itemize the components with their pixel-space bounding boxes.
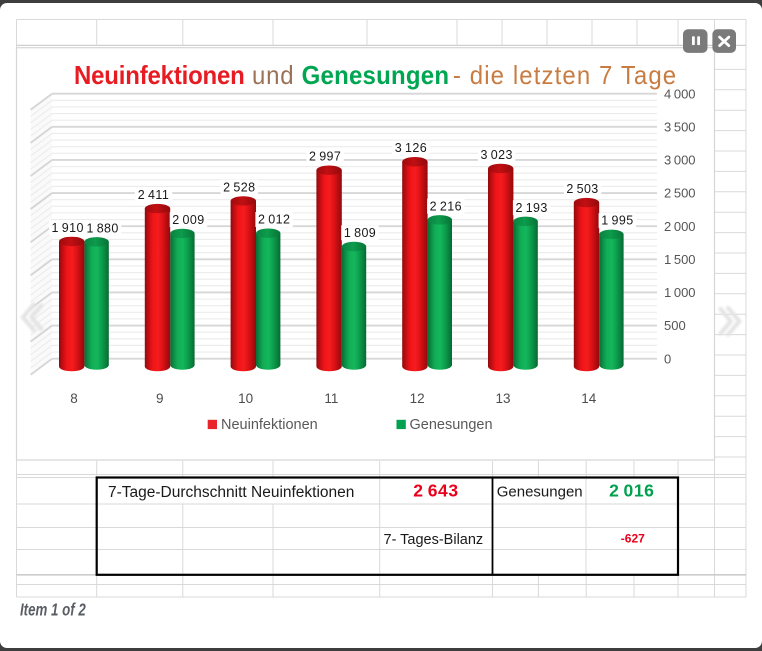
- svg-text:14: 14: [581, 391, 597, 406]
- svg-text:3 126: 3 126: [395, 141, 427, 155]
- svg-text:2 643: 2 643: [413, 481, 458, 501]
- svg-text:1 000: 1 000: [664, 285, 696, 300]
- svg-text:500: 500: [664, 318, 686, 333]
- svg-text:Neuinfektionen und Genesungen-: Neuinfektionen und Genesungen - die letzt…: [74, 61, 677, 90]
- svg-text:2 500: 2 500: [664, 186, 696, 201]
- svg-text:1 500: 1 500: [664, 252, 696, 267]
- svg-text:Genesungen: Genesungen: [497, 484, 583, 501]
- svg-text:7- Tages-Bilanz: 7- Tages-Bilanz: [384, 532, 484, 548]
- svg-text:0: 0: [664, 351, 671, 366]
- svg-text:Item 1 of 2: Item 1 of 2: [20, 601, 86, 620]
- svg-text:3 000: 3 000: [664, 153, 696, 168]
- svg-text:2 503: 2 503: [566, 182, 598, 196]
- svg-text:8: 8: [70, 391, 78, 406]
- svg-text:7-Tage-Durchschnitt Neuinfekti: 7-Tage-Durchschnitt Neuinfektionen: [108, 484, 354, 501]
- svg-text:3 023: 3 023: [481, 148, 513, 162]
- svg-text:13: 13: [495, 391, 510, 406]
- svg-text:2 009: 2 009: [172, 213, 204, 227]
- svg-text:2 016: 2 016: [609, 481, 654, 501]
- svg-text:1 809: 1 809: [344, 226, 376, 240]
- svg-text:1 910: 1 910: [52, 221, 84, 235]
- svg-text:2 193: 2 193: [515, 201, 547, 215]
- svg-text:-627: -627: [621, 532, 645, 546]
- svg-text:3 500: 3 500: [664, 119, 696, 134]
- svg-text:2 012: 2 012: [258, 213, 290, 227]
- svg-text:2 528: 2 528: [223, 180, 255, 194]
- svg-text:2 997: 2 997: [309, 150, 341, 164]
- svg-text:9: 9: [156, 391, 164, 406]
- svg-text:12: 12: [410, 391, 425, 406]
- svg-text:1 995: 1 995: [601, 214, 633, 228]
- svg-text:11: 11: [324, 391, 338, 406]
- svg-text:2 000: 2 000: [664, 219, 696, 234]
- svg-text:2 216: 2 216: [430, 199, 462, 213]
- svg-text:10: 10: [238, 391, 253, 406]
- svg-text:4 000: 4 000: [664, 86, 696, 101]
- svg-text:Genesungen: Genesungen: [410, 417, 493, 433]
- svg-text:1 880: 1 880: [86, 221, 118, 235]
- svg-text:Neuinfektionen: Neuinfektionen: [221, 417, 318, 433]
- svg-text:2 411: 2 411: [138, 188, 169, 202]
